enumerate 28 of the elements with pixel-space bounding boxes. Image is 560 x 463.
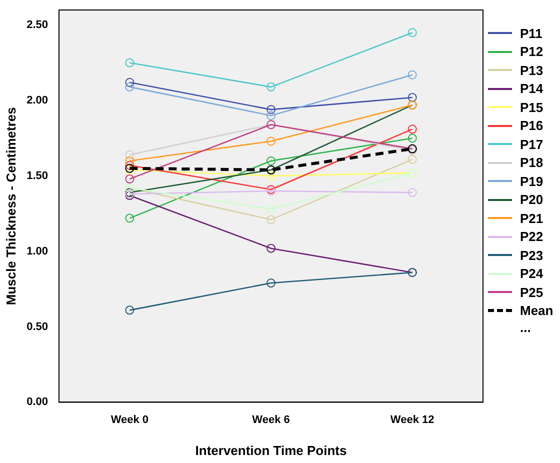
x-tick-label: Week 6 — [252, 414, 290, 426]
x-tick-label: Week 12 — [390, 414, 434, 426]
legend-label: P22 — [520, 229, 544, 244]
y-tick-label: 1.50 — [26, 170, 48, 182]
x-tick-label: Week 0 — [110, 414, 149, 426]
legend-label: P17 — [520, 136, 544, 152]
y-tick-label: 0.50 — [26, 320, 48, 333]
legend-label: P13 — [520, 62, 544, 78]
y-tick-label: 1.00 — [26, 245, 48, 258]
y-tick-label: 2.00 — [26, 94, 48, 107]
y-axis-title: Muscle Thickness - Centimetres — [3, 107, 18, 306]
legend-label: P14 — [520, 81, 544, 96]
x-axis-title: Intervention Time Points — [195, 442, 347, 458]
legend-label: P20 — [520, 192, 544, 208]
legend-label: P19 — [520, 174, 544, 189]
legend-label: P16 — [520, 118, 544, 134]
legend-label: P11 — [520, 26, 542, 41]
legend-label: P25 — [520, 284, 544, 300]
legend-label: P12 — [520, 44, 544, 60]
legend-label: Mean — [520, 303, 554, 318]
legend-label: P21 — [520, 210, 544, 226]
legend-label: P24 — [520, 266, 544, 282]
legend-label: P18 — [520, 155, 544, 170]
legend-label: P15 — [520, 100, 544, 115]
legend-label: P23 — [520, 248, 544, 263]
text: ... — [519, 320, 532, 335]
y-tick-label: 0.00 — [26, 396, 48, 408]
y-tick-label: 2.50 — [26, 19, 48, 32]
